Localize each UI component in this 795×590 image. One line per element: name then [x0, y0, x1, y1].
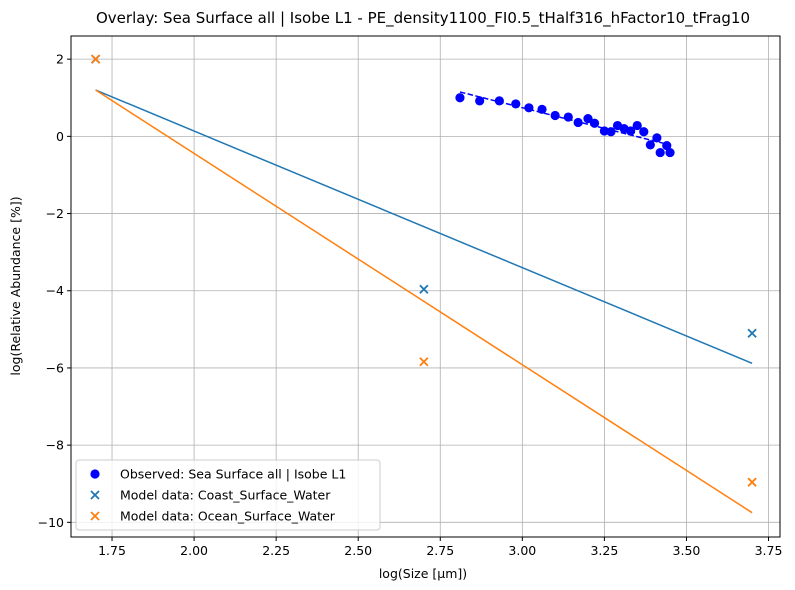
data-point-x [747, 328, 757, 338]
x-tick-label: 1.75 [98, 543, 126, 558]
legend-box [75, 459, 381, 531]
axis-ticks: 1.75 2.00 2.25 2.50 2.75 3.00 3.25 3.50 3.75 −10 −… [38, 52, 783, 558]
y-tick-label: −8 [46, 438, 64, 453]
legend-marker-x [90, 490, 100, 500]
data-point-x [90, 54, 101, 64]
data-point [583, 113, 593, 124]
y-tick-label: −4 [46, 283, 64, 298]
legend-label: Model data: Coast_Surface_Water [120, 488, 331, 503]
fit-line-5 [95, 89, 753, 514]
data-point-x [419, 284, 429, 294]
data-point [550, 110, 560, 121]
data-point [632, 120, 642, 131]
x-tick-label: 3.25 [590, 543, 618, 558]
legend: Observed: Sea Surface all | Isobe L1 Mode… [75, 459, 381, 531]
data-point [573, 117, 583, 128]
data-point [589, 118, 600, 128]
x-tick-label: 3.00 [508, 543, 536, 558]
data-point [511, 99, 521, 109]
data-point [524, 103, 534, 113]
data-point [455, 93, 465, 103]
legend-marker-circle [90, 469, 100, 479]
data-point [662, 141, 672, 151]
fit-line-3 [95, 89, 753, 365]
data-point [655, 147, 665, 158]
data-point [563, 112, 573, 122]
y-tick-label: 0 [56, 129, 64, 144]
legend-label: Model data: Ocean_Surface_Water [120, 509, 336, 524]
data-point [652, 133, 662, 143]
x-axis-label: log(Size [μm]) [379, 566, 467, 581]
plot-area [90, 54, 757, 514]
data-point [537, 104, 547, 114]
plot-frame [70, 35, 781, 538]
x-tick-label: 2.75 [426, 543, 454, 558]
x-tick-label: 2.50 [344, 543, 372, 558]
legend-label: Observed: Sea Surface all | Isobe L1 [120, 467, 346, 482]
data-point [639, 127, 649, 137]
y-axis-label: log(Relative Abundance [%]) [8, 196, 23, 375]
data-point [665, 147, 675, 158]
y-tick-label: 2 [56, 52, 64, 67]
x-marker-stroke [90, 511, 100, 521]
x-marker-stroke [90, 490, 100, 500]
x-tick-label: 2.00 [180, 543, 208, 558]
y-tick-label: −10 [38, 515, 64, 530]
x-marker-stroke [90, 54, 101, 64]
data-point [606, 127, 616, 137]
data-point-x [419, 357, 429, 367]
chart-title: Overlay: Sea Surface all | Isobe L1 - PE… [96, 9, 750, 28]
x-tick-label: 3.75 [755, 543, 783, 558]
y-tick-label: −6 [46, 360, 64, 375]
x-tick-label: 3.50 [673, 543, 701, 558]
data-point [475, 96, 485, 106]
data-point-x [747, 477, 757, 487]
x-marker-stroke [419, 284, 429, 294]
x-marker-stroke [747, 328, 757, 338]
data-point [645, 140, 655, 150]
legend-marker-x [90, 511, 100, 521]
data-point [494, 96, 504, 106]
y-tick-label: −2 [46, 206, 64, 221]
x-tick-label: 2.25 [262, 543, 290, 558]
x-marker-stroke [747, 477, 757, 487]
fit-line-1 [459, 91, 664, 145]
x-marker-stroke [419, 357, 429, 367]
data-point [626, 126, 636, 136]
